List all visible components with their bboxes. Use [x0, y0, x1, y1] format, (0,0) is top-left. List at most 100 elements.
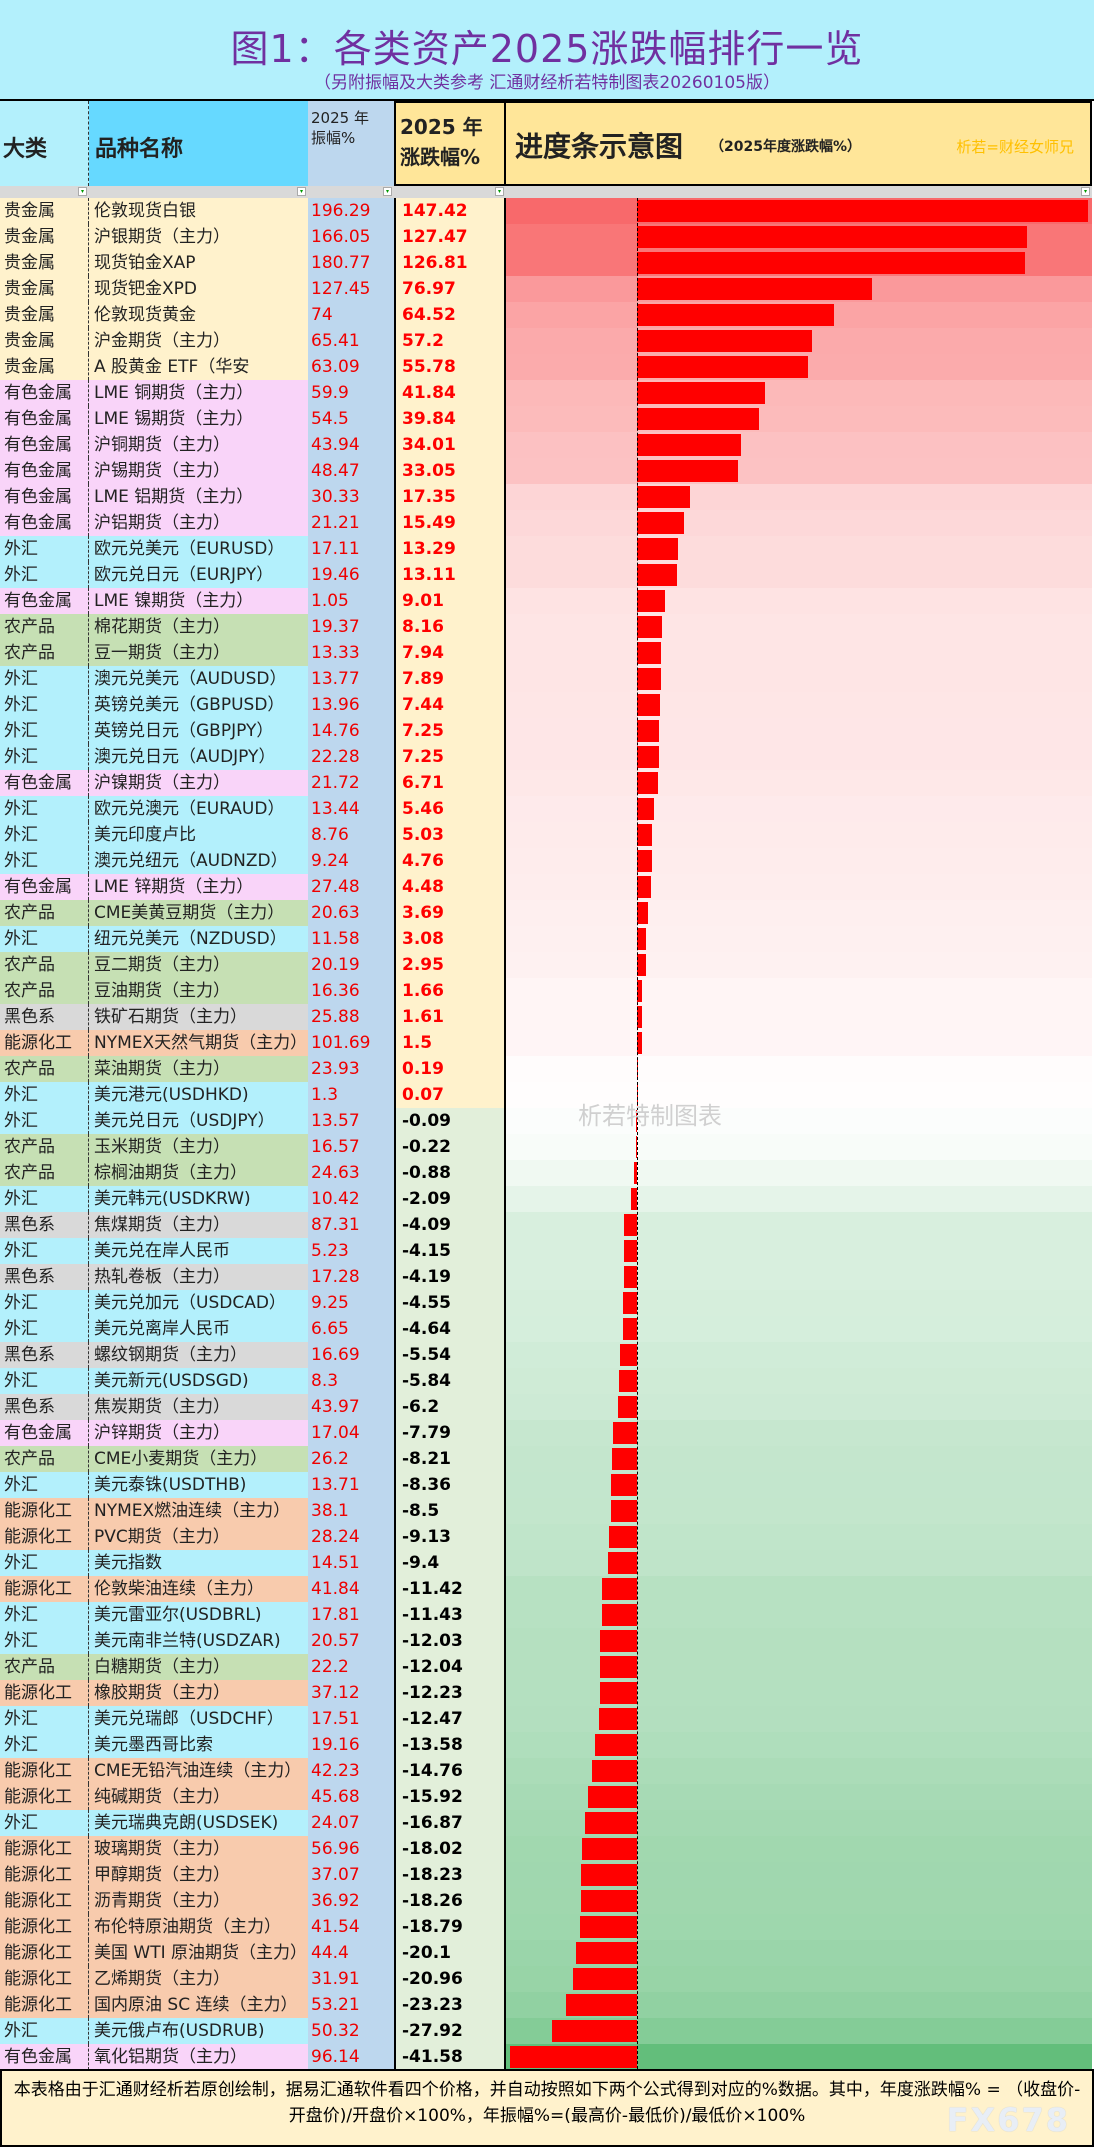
- category-cell: 外汇: [0, 718, 89, 744]
- table-row: 农产品 白糖期货（主力） 22.2 -12.04: [0, 1654, 1094, 1680]
- amplitude-cell: 19.16: [308, 1732, 394, 1758]
- category-cell: 有色金属: [0, 380, 89, 406]
- chart-cell: [506, 354, 1092, 380]
- change-cell: 76.97: [394, 276, 506, 302]
- category-cell: 农产品: [0, 614, 89, 640]
- chart-cell: [506, 1498, 1092, 1524]
- bar: [637, 226, 1027, 248]
- table-row: 有色金属 沪铝期货（主力） 21.21 15.49: [0, 510, 1094, 536]
- amplitude-cell: 180.77: [308, 250, 394, 276]
- filter-row-name: ▾: [89, 186, 308, 198]
- bar: [602, 1578, 637, 1600]
- amplitude-cell: 87.31: [308, 1212, 394, 1238]
- table-row: 有色金属 LME 镍期货（主力） 1.05 9.01: [0, 588, 1094, 614]
- name-cell: 现货钯金XPD: [89, 276, 308, 302]
- amplitude-cell: 16.57: [308, 1134, 394, 1160]
- name-cell: CME美黄豆期货（主力）: [89, 900, 308, 926]
- name-cell: 玻璃期货（主力）: [89, 1836, 308, 1862]
- filter-icon[interactable]: ▾: [78, 187, 87, 196]
- change-cell: 57.2: [394, 328, 506, 354]
- bar: [598, 1708, 637, 1730]
- table-row: 外汇 欧元兑澳元（EURAUD） 13.44 5.46: [0, 796, 1094, 822]
- amplitude-cell: 56.96: [308, 1836, 394, 1862]
- bar: [572, 1968, 637, 1990]
- footer-text: 本表格由于汇通财经析若原创绘制，据易汇通软件看四个价格，并自动按照如下两个公式得…: [13, 2080, 1081, 2126]
- name-cell: 美元新元(USDSGD): [89, 1368, 308, 1394]
- change-cell: -12.47: [394, 1706, 506, 1732]
- name-cell: LME 铝期货（主力）: [89, 484, 308, 510]
- bar: [636, 1136, 637, 1158]
- category-cell: 外汇: [0, 1316, 89, 1342]
- table-row: 外汇 美元南非兰特(USDZAR) 20.57 -12.03: [0, 1628, 1094, 1654]
- header-amplitude-line1: 2025 年: [311, 109, 369, 127]
- table-row: 贵金属 现货铂金XAP 180.77 126.81: [0, 250, 1094, 276]
- chart-cell: [506, 1186, 1092, 1212]
- amplitude-cell: 96.14: [308, 2044, 394, 2070]
- chart-cell: [506, 1420, 1092, 1446]
- filter-icon[interactable]: ▾: [1081, 187, 1090, 196]
- name-cell: 现货铂金XAP: [89, 250, 308, 276]
- filter-row-change: ▾: [394, 186, 506, 198]
- amplitude-cell: 41.54: [308, 1914, 394, 1940]
- chart-cell: [506, 1732, 1092, 1758]
- bar: [636, 1110, 637, 1132]
- table-row: 外汇 美元瑞典克朗(USDSEK) 24.07 -16.87: [0, 1810, 1094, 1836]
- amplitude-cell: 9.24: [308, 848, 394, 874]
- name-cell: 豆一期货（主力）: [89, 640, 308, 666]
- table-row: 贵金属 沪金期货（主力） 65.41 57.2: [0, 328, 1094, 354]
- change-cell: -8.21: [394, 1446, 506, 1472]
- amplitude-cell: 11.58: [308, 926, 394, 952]
- table-row: 有色金属 LME 锌期货（主力） 27.48 4.48: [0, 874, 1094, 900]
- table-row: 农产品 CME小麦期货（主力） 26.2 -8.21: [0, 1446, 1094, 1472]
- change-cell: 13.29: [394, 536, 506, 562]
- amplitude-cell: 42.23: [308, 1758, 394, 1784]
- category-cell: 外汇: [0, 692, 89, 718]
- table-row: 有色金属 沪铜期货（主力） 43.94 34.01: [0, 432, 1094, 458]
- table-row: 有色金属 沪锌期货（主力） 17.04 -7.79: [0, 1420, 1094, 1446]
- header-change: 2025 年 涨跌幅%: [394, 101, 506, 186]
- bar: [610, 1500, 637, 1522]
- change-cell: -5.54: [394, 1342, 506, 1368]
- amplitude-cell: 43.97: [308, 1394, 394, 1420]
- category-cell: 有色金属: [0, 2044, 89, 2070]
- chart-cell: [506, 900, 1092, 926]
- category-cell: 外汇: [0, 536, 89, 562]
- change-cell: 0.07: [394, 1082, 506, 1108]
- amplitude-cell: 26.2: [308, 1446, 394, 1472]
- change-cell: -15.92: [394, 1784, 506, 1810]
- change-cell: 9.01: [394, 588, 506, 614]
- name-cell: 美元兑离岸人民币: [89, 1316, 308, 1342]
- bar: [509, 2046, 637, 2068]
- change-cell: 39.84: [394, 406, 506, 432]
- bar: [637, 278, 873, 300]
- change-cell: -11.43: [394, 1602, 506, 1628]
- amplitude-cell: 13.57: [308, 1108, 394, 1134]
- change-cell: -16.87: [394, 1810, 506, 1836]
- change-cell: -12.23: [394, 1680, 506, 1706]
- filter-icon[interactable]: ▾: [383, 187, 392, 196]
- amplitude-cell: 28.24: [308, 1524, 394, 1550]
- amplitude-cell: 8.76: [308, 822, 394, 848]
- table-row: 农产品 菜油期货（主力） 23.93 0.19: [0, 1056, 1094, 1082]
- table-row: 外汇 美元兑在岸人民币 5.23 -4.15: [0, 1238, 1094, 1264]
- change-cell: 7.94: [394, 640, 506, 666]
- change-cell: -20.1: [394, 1940, 506, 1966]
- category-cell: 外汇: [0, 666, 89, 692]
- bar: [637, 798, 654, 820]
- filter-icon[interactable]: ▾: [495, 187, 504, 196]
- bar: [575, 1942, 637, 1964]
- amplitude-cell: 65.41: [308, 328, 394, 354]
- change-cell: 126.81: [394, 250, 506, 276]
- change-cell: 5.03: [394, 822, 506, 848]
- amplitude-cell: 14.51: [308, 1550, 394, 1576]
- category-cell: 能源化工: [0, 1524, 89, 1550]
- bar: [624, 1266, 637, 1288]
- category-cell: 外汇: [0, 1602, 89, 1628]
- bar: [609, 1526, 637, 1548]
- category-cell: 贵金属: [0, 302, 89, 328]
- chart-cell: [506, 1316, 1092, 1342]
- change-cell: -12.03: [394, 1628, 506, 1654]
- filter-icon[interactable]: ▾: [297, 187, 306, 196]
- category-cell: 农产品: [0, 640, 89, 666]
- name-cell: 热轧卷板（主力）: [89, 1264, 308, 1290]
